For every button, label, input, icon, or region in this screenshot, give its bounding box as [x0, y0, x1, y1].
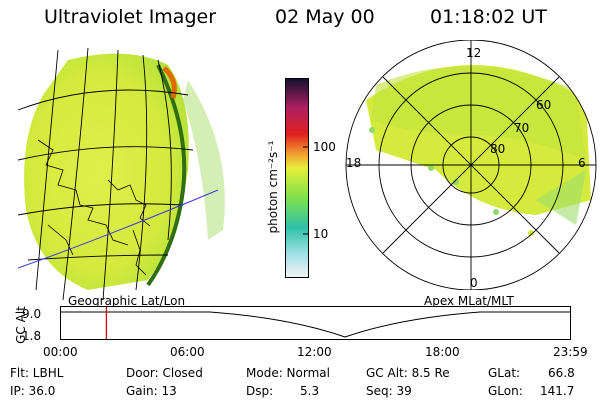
- status-glon-value: 141.7: [540, 384, 575, 398]
- date-label: 02 May 00: [275, 6, 375, 28]
- status-dsp-label: Dsp:: [246, 384, 274, 398]
- polar-plot: [345, 40, 597, 290]
- status-glat-label: GLat:: [488, 366, 521, 380]
- status-gc-alt: GC Alt: 8.5 Re: [366, 366, 450, 380]
- colorbar-tick-100: 100: [313, 140, 336, 154]
- timeline-xtick-4: 23:59: [553, 345, 588, 359]
- status-dsp-value: 5.3: [300, 384, 320, 398]
- status-glon-label: GLon:: [488, 384, 523, 398]
- colorbar: [285, 78, 309, 278]
- status-ip: IP: 36.0: [10, 384, 56, 398]
- polar-mlt-12: 12: [466, 46, 482, 60]
- timeline-ytick-high: 9.0: [22, 307, 42, 321]
- polar-lat-70: 70: [514, 121, 530, 135]
- timeline-xtick-0: 00:00: [43, 345, 78, 359]
- timeline-plot: [60, 306, 571, 340]
- instrument-title: Ultraviolet Imager: [44, 6, 217, 28]
- right-panel-caption: Apex MLat/MLT: [424, 294, 514, 308]
- status-seq: Seq: 39: [366, 384, 412, 398]
- time-label: 01:18:02 UT: [430, 6, 547, 28]
- timeline-xtick-1: 06:00: [170, 345, 205, 359]
- colorbar-unit-label: photon cm⁻²s⁻¹: [266, 140, 280, 234]
- polar-lat-60: 60: [536, 98, 552, 112]
- status-gain: Gain: 13: [126, 384, 177, 398]
- polar-mlt-6: 6: [578, 156, 586, 170]
- status-flt: Flt: LBHL: [10, 366, 64, 380]
- polar-lat-80: 80: [490, 142, 506, 156]
- status-glat-value: 66.8: [548, 366, 575, 380]
- status-mode: Mode: Normal: [246, 366, 330, 380]
- timeline-xtick-2: 12:00: [297, 345, 332, 359]
- colorbar-tick-10: 10: [313, 227, 329, 241]
- timeline-ytick-low: 1.8: [22, 329, 42, 343]
- polar-mlt-18: 18: [346, 156, 362, 170]
- polar-mlt-0: 0: [470, 276, 478, 290]
- left-panel-caption: Geographic Lat/Lon: [68, 294, 186, 308]
- geographic-globe-image: [18, 47, 225, 300]
- status-door: Door: Closed: [126, 366, 203, 380]
- timeline-xtick-3: 18:00: [425, 345, 460, 359]
